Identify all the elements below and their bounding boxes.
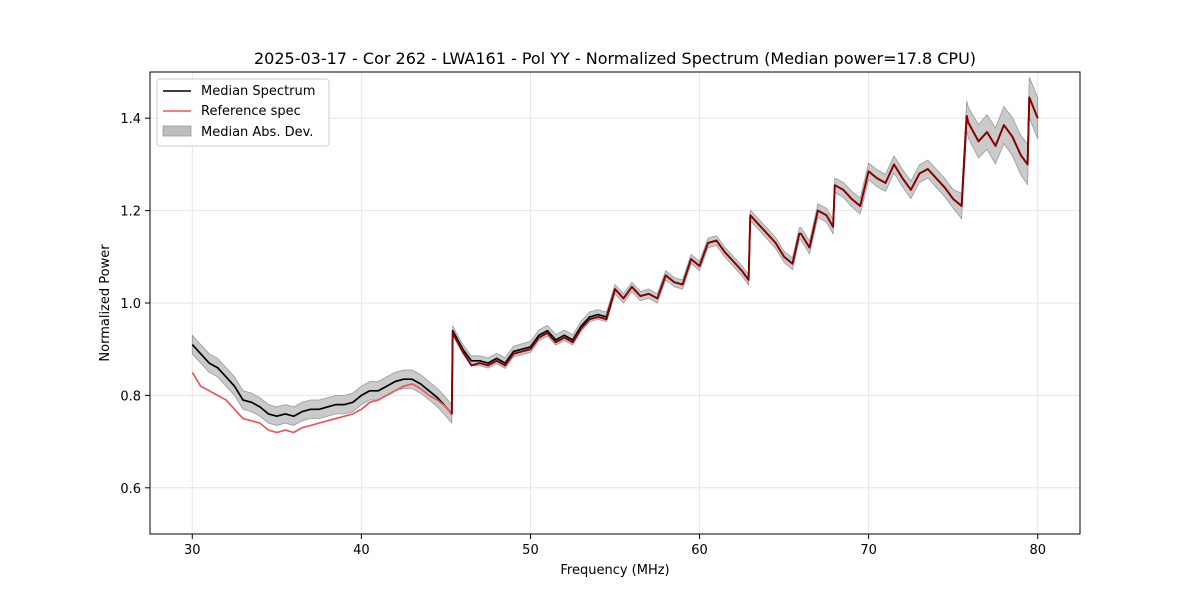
legend: Median Spectrum Reference spec Median Ab…: [156, 78, 330, 147]
y-axis-label: Normalized Power: [98, 244, 113, 362]
grid: [150, 72, 1080, 534]
mad-band-layer: [191, 77, 1039, 426]
y-tick-label: 1.4: [120, 112, 141, 127]
x-tick-label: 30: [184, 543, 201, 558]
legend-mad-label: Median Abs. Dev.: [201, 125, 313, 140]
chart-title: 2025-03-17 - Cor 262 - LWA161 - Pol YY -…: [254, 49, 976, 68]
x-tick-label: 50: [522, 543, 539, 558]
legend-box: [156, 78, 330, 147]
legend-reference-label: Reference spec: [201, 104, 301, 119]
mad-band: [191, 77, 1039, 426]
y-tick-label: 0.6: [120, 482, 141, 497]
legend-median-label: Median Spectrum: [201, 84, 315, 99]
reference-spectrum-line-overlap: [450, 96, 1039, 414]
reference-spectrum-line: [191, 371, 453, 434]
y-tick-label: 1.0: [120, 297, 141, 312]
series-lines: [191, 96, 1039, 434]
x-tick-label: 60: [691, 543, 708, 558]
x-axis-ticks: 30 40 50 60 70 80: [184, 534, 1046, 558]
y-tick-label: 0.8: [120, 389, 141, 404]
x-axis-label: Frequency (MHz): [560, 563, 669, 578]
legend-mad-swatch: [162, 125, 192, 137]
y-axis-ticks: 0.6 0.8 1.0 1.2 1.4: [120, 112, 150, 497]
y-tick-label: 1.2: [120, 205, 141, 220]
x-tick-label: 80: [1029, 543, 1046, 558]
x-tick-label: 40: [353, 543, 370, 558]
x-tick-label: 70: [860, 543, 877, 558]
